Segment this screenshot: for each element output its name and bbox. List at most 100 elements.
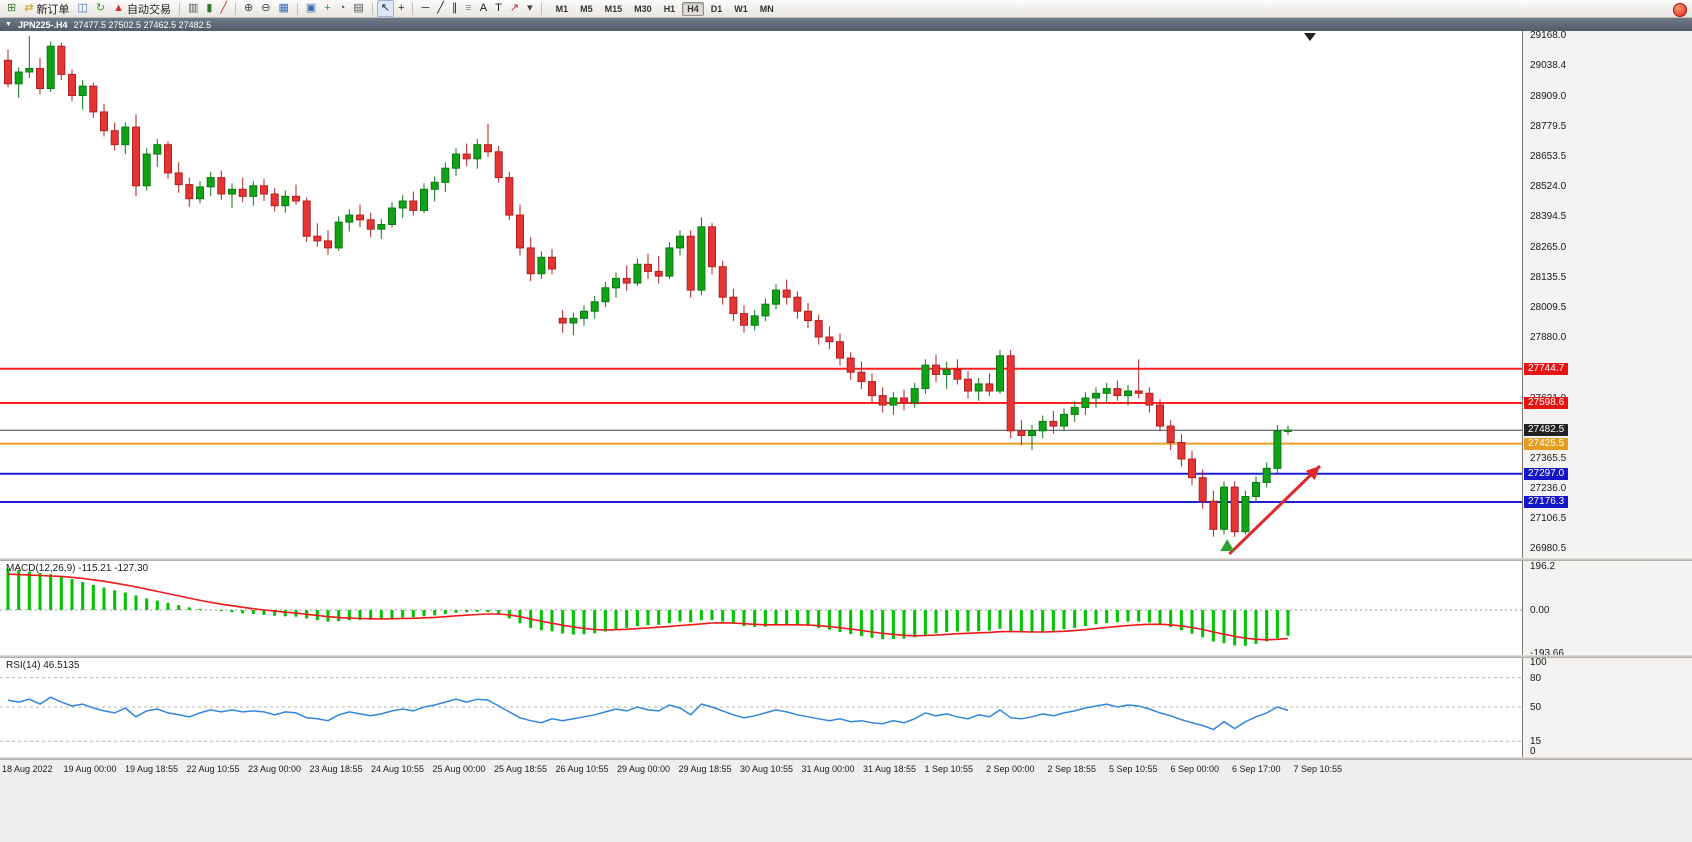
- time-label: 29 Aug 18:55: [678, 764, 732, 774]
- price-tick: 29038.4: [1530, 60, 1567, 72]
- macd-tick: 196.2: [1530, 561, 1556, 573]
- time-label: 5 Sep 10:55: [1109, 764, 1158, 774]
- timeframe-h4-button[interactable]: H4: [682, 1, 704, 16]
- macd-tick: -193.66: [1530, 648, 1564, 660]
- price-tick: 29168.0: [1530, 30, 1567, 41]
- candlestick-canvas[interactable]: [0, 31, 1522, 558]
- fibonacci-button[interactable]: ≡: [461, 0, 475, 17]
- chart-title-bar[interactable]: ▼ JPN225-.H4 27477.5 27502.5 27462.5 274…: [0, 18, 1692, 31]
- trendline-button[interactable]: ╱: [433, 0, 448, 17]
- rsi-axis[interactable]: 100 80 50 15 0: [1522, 657, 1692, 757]
- price-tick: 27880.0: [1530, 332, 1567, 343]
- price-tick: 28265.0: [1530, 241, 1567, 253]
- toolbar-separator: [296, 2, 298, 15]
- price-tick: 27365.5: [1530, 452, 1567, 464]
- trendline-icon: ╱: [437, 2, 444, 14]
- timeframe-d1-button[interactable]: D1: [710, 3, 723, 14]
- candlestick-chart-button[interactable]: ▮: [202, 0, 216, 17]
- price-line-label: 27744.7: [1524, 362, 1569, 375]
- zoom-in-button[interactable]: ⊕: [240, 0, 257, 17]
- arrows-dropdown-button[interactable]: ▾: [523, 0, 537, 17]
- chart-symbol-period: JPN225-.H4: [17, 19, 68, 30]
- auto-trading-label: 自动交易: [126, 3, 171, 16]
- toolbar-separator: [371, 2, 373, 15]
- arrows-button[interactable]: ↗: [506, 0, 523, 17]
- indicators-icon: +: [324, 2, 331, 14]
- text-label-button[interactable]: T: [491, 0, 506, 17]
- toolbar-separator: [178, 2, 180, 15]
- text-button[interactable]: A: [476, 0, 491, 17]
- price-tick: 27106.5: [1530, 513, 1567, 525]
- rsi-panel[interactable]: RSI(14) 46.5135: [0, 658, 1522, 757]
- time-label: 19 Aug 00:00: [63, 764, 117, 774]
- time-label: 29 Aug 00:00: [617, 764, 671, 774]
- auto-trading-icon: ▲: [113, 2, 124, 14]
- timeframe-m30-button[interactable]: M30: [634, 3, 652, 14]
- rsi-tick: 100: [1530, 657, 1547, 668]
- time-label: 23 Aug 18:55: [309, 764, 363, 774]
- new-order-label: 新订单: [36, 3, 70, 16]
- timeframe-w1-button[interactable]: W1: [734, 3, 748, 14]
- rsi-canvas[interactable]: [0, 658, 1522, 757]
- crosshair-button[interactable]: +: [394, 0, 408, 17]
- price-line-label: 27425.5: [1524, 437, 1569, 450]
- indicators-button[interactable]: +: [320, 0, 334, 17]
- time-label: 2 Sep 00:00: [986, 764, 1035, 774]
- horizontal-line-button[interactable]: ─: [417, 0, 433, 17]
- panel-splitter[interactable]: [0, 655, 1692, 658]
- macd-axis[interactable]: 196.2 0.00 -193.66: [1522, 561, 1692, 659]
- auto-trading-button[interactable]: ▲ 自动交易: [109, 0, 175, 17]
- new-order-button[interactable]: ⇄ 新订单: [20, 0, 73, 17]
- panel-splitter[interactable]: [0, 757, 1692, 760]
- chart-profiles-button[interactable]: ◫: [73, 0, 91, 17]
- macd-panel[interactable]: MACD(12,26,9) -115.21 -127.30: [0, 561, 1522, 655]
- price-tick: 28009.5: [1530, 301, 1567, 313]
- templates-button[interactable]: ▤: [349, 0, 367, 17]
- time-label: 19 Aug 18:55: [125, 764, 179, 774]
- toolbar-separator: [235, 2, 237, 15]
- tile-windows-button[interactable]: ▦: [274, 0, 292, 17]
- line-chart-button[interactable]: ╱: [216, 0, 231, 17]
- time-label: 26 Aug 10:55: [555, 764, 609, 774]
- timeframe-m15-button[interactable]: M15: [604, 3, 623, 14]
- bar-chart-button[interactable]: ▥: [184, 0, 202, 17]
- price-tick: 27236.0: [1530, 483, 1567, 494]
- arrows-dropdown-icon: ▾: [527, 2, 533, 14]
- new-window-button[interactable]: ▣: [302, 0, 320, 17]
- collapse-icon[interactable]: ▼: [5, 21, 12, 28]
- new-order-icon: ⇄: [24, 2, 34, 14]
- timeframe-h1-button[interactable]: H1: [663, 3, 676, 14]
- time-label: 30 Aug 10:55: [740, 764, 794, 774]
- time-label: 6 Sep 17:00: [1232, 764, 1281, 774]
- price-tick: 28524.0: [1530, 181, 1567, 192]
- toolbar-buttons: ⊞ ⇄ 新订单 ◫ ↻ ▲ 自动交易 ▥ ▮ ╱ ⊕ ⊖ ▦ ▣ + ◔ ▤ ↖ + ─ ╱ ∥ ≡ A T ↗ ▾: [3, 0, 537, 17]
- time-label: 1 Sep 10:55: [924, 764, 974, 774]
- refresh-button[interactable]: ↻: [92, 0, 109, 17]
- time-axis[interactable]: 18 Aug 2022 19 Aug 00:00 19 Aug 18:55 22 Au…: [0, 760, 1522, 777]
- main-toolbar: ⊞ ⇄ 新订单 ◫ ↻ ▲ 自动交易 ▥ ▮ ╱ ⊕ ⊖ ▦ ▣ + ◔ ▤ ↖ + ─ ╱ ∥ ≡ A T ↗ ▾ M1 M5 M15…: [0, 0, 1692, 18]
- new-window-icon: ▣: [305, 2, 317, 14]
- rsi-tick: 50: [1530, 702, 1542, 713]
- time-label: 22 Aug 10:55: [186, 764, 240, 774]
- cursor-button[interactable]: ↖: [376, 0, 395, 17]
- price-axis[interactable]: 29168.0 29038.4 28909.0 28779.5 28653.5 28524…: [1522, 30, 1692, 558]
- new-chart-button[interactable]: ⊞: [3, 0, 20, 17]
- price-chart-panel[interactable]: [0, 31, 1522, 558]
- zoom-out-icon: ⊖: [261, 2, 271, 14]
- timeframe-m1-button[interactable]: M1: [555, 3, 569, 14]
- time-label: 25 Aug 18:55: [494, 764, 548, 774]
- timeframe-m5-button[interactable]: M5: [580, 3, 593, 14]
- panel-splitter[interactable]: [0, 558, 1692, 561]
- rsi-tick: 80: [1530, 672, 1542, 684]
- timeframe-mn-button[interactable]: MN: [759, 3, 774, 14]
- chart-profiles-icon: ◫: [77, 2, 88, 14]
- equidistant-channel-button[interactable]: ∥: [448, 0, 462, 17]
- periods-button[interactable]: ◔: [335, 0, 350, 17]
- line-chart-icon: ╱: [220, 2, 228, 14]
- crosshair-icon: +: [398, 2, 405, 14]
- community-status-icon[interactable]: [1673, 3, 1687, 17]
- zoom-out-button[interactable]: ⊖: [257, 0, 274, 17]
- price-line-label: 27482.5: [1524, 424, 1569, 437]
- macd-canvas[interactable]: [0, 561, 1522, 655]
